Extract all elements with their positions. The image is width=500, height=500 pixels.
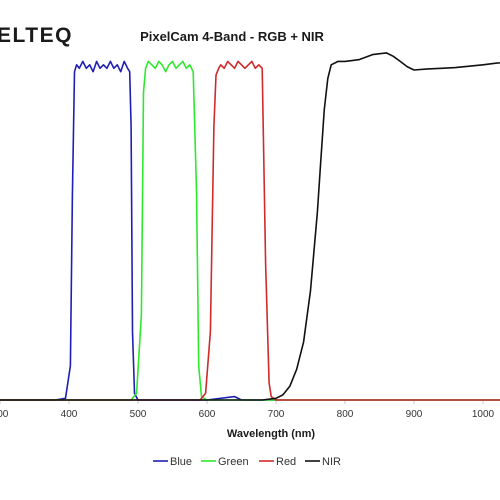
x-tick-label: 300 [0,409,9,420]
plot-area: 300 400 500 600 700 800 900 1000 [0,52,500,420]
legend-item-green: Green [201,456,249,468]
series-lines [0,52,500,401]
x-tick-label: 1000 [472,409,495,420]
legend-item-blue: Blue [153,456,192,468]
x-tick-label: 700 [268,409,285,420]
legend: Blue Green Red NIR [153,456,341,468]
legend-label: NIR [322,456,341,468]
legend-item-nir: NIR [305,456,341,468]
x-tick-label: 600 [199,409,216,420]
x-tick-label: 500 [130,409,147,420]
brand-logo: ELTEQ [0,24,73,47]
legend-label: Blue [170,456,192,468]
series-line-red [0,60,500,401]
x-tick-label: 900 [406,409,423,420]
legend-item-red: Red [259,456,296,468]
legend-label: Green [218,456,249,468]
series-line-green [0,60,500,401]
x-tick-label: 800 [337,409,354,420]
legend-label: Red [276,456,296,468]
x-axis-ticks: 300 400 500 600 700 800 900 1000 [0,400,495,420]
x-axis-label: Wavelength (nm) [227,428,316,440]
x-tick-label: 400 [61,409,78,420]
series-line-nir [0,52,500,401]
chart-title: PixelCam 4-Band - RGB + NIR [140,29,324,44]
series-line-blue [0,60,500,401]
